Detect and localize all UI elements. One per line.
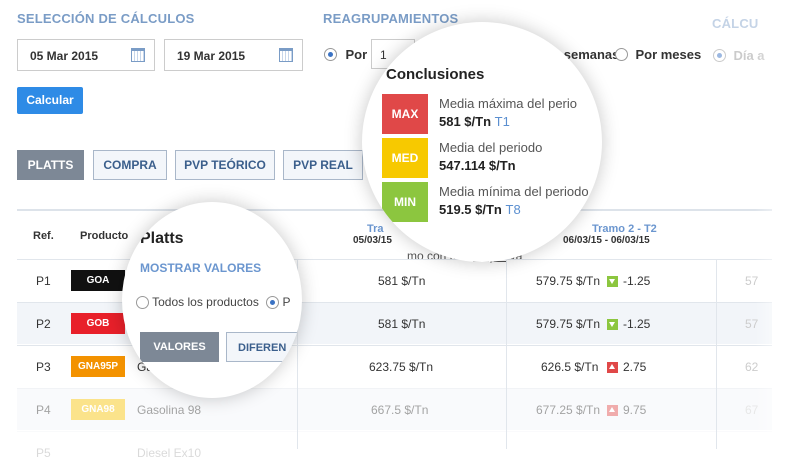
option-all-products[interactable]: Todos los productos P [136, 295, 291, 310]
delta: -1.25 [607, 274, 650, 288]
delta-value: -1.25 [623, 274, 651, 288]
delta: 2.75 [607, 360, 646, 374]
product-badge: GOB [71, 313, 125, 334]
delta: 9.75 [607, 403, 646, 417]
table-row[interactable]: P5 Diesel Ex10 [17, 431, 772, 473]
option-all-label: Todos los productos [152, 295, 259, 309]
calc-section-title: SELECCIÓN DE CÁLCULOS [17, 11, 195, 26]
arrow-down-icon [607, 276, 618, 288]
med-badge: MED [382, 138, 428, 178]
product-name: Diesel Ex10 [137, 446, 202, 460]
product-name: Gasolina 98 [137, 403, 202, 417]
arrow-up-icon [607, 362, 618, 374]
column-divider [506, 259, 507, 449]
tramo1-title[interactable]: Tra [367, 223, 384, 235]
regroup-months-option[interactable]: Por meses [615, 46, 701, 64]
tramo2-value: 579.75 $/Tn [536, 317, 601, 331]
row-ref: P4 [36, 403, 51, 417]
col-ref: Ref. [33, 230, 54, 242]
tab-compra[interactable]: COMPRA [93, 150, 167, 180]
tramo2-value: 579.75 $/Tn [536, 274, 601, 288]
tramo2-value: 626.5 $/Tn [541, 360, 599, 374]
tramo2-value: 677.25 $/Tn [536, 403, 601, 417]
arrow-down-icon [607, 319, 618, 331]
tab-pvp-teorico[interactable]: PVP TEÓRICO [175, 150, 275, 180]
tramo1-value: 581 $/Tn [378, 317, 426, 331]
max-value-text: 581 $/Tn [439, 114, 492, 129]
date-to-input[interactable]: 19 Mar 2015 [164, 39, 303, 71]
min-tramo-link[interactable]: T8 [505, 202, 521, 217]
platts-lens: Platts MOSTRAR VALORES Todos los product… [122, 202, 302, 398]
edge-fade [755, 0, 795, 465]
table-row[interactable]: P2 GOB 581 $/Tn 579.75 $/Tn -1.25 57 [17, 302, 772, 344]
conclusions-title: Conclusiones [386, 66, 485, 83]
min-value-text: 519.5 $/Tn [439, 202, 502, 217]
row-ref: P3 [36, 360, 51, 374]
delta-value: 2.75 [623, 360, 647, 374]
table-row[interactable]: P3 GNA95P Ga 623.75 $/Tn 626.5 $/Tn 2.75… [17, 345, 772, 387]
option-p-label: P [282, 295, 291, 309]
tab-platts[interactable]: PLATTS [17, 150, 84, 180]
tramo1-value: 581 $/Tn [378, 274, 426, 288]
regroup-section-title: REAGRUPAMIENTOS [323, 11, 459, 26]
valores-button[interactable]: VALORES [140, 332, 219, 362]
table-row[interactable]: P1 GOA 581 $/Tn 579.75 $/Tn -1.25 57 [17, 259, 772, 301]
row-ref: P2 [36, 317, 51, 331]
min-value: 519.5 $/Tn T8 [439, 202, 521, 217]
calc2-section-title: CÁLCU [712, 16, 759, 31]
calcular-button[interactable]: Calcular [17, 87, 83, 114]
show-values-title: MOSTRAR VALORES [140, 261, 262, 275]
tab-pvp-real[interactable]: PVP REAL [283, 150, 363, 180]
tramo2-title[interactable]: Tramo 2 - T2 [592, 223, 657, 235]
radio-months[interactable] [615, 48, 628, 62]
product-badge: GNA98 [71, 399, 125, 420]
radio-por-label: Por [345, 47, 368, 63]
min-label: Media mínima del periodo [439, 184, 589, 199]
delta-value: 9.75 [623, 403, 647, 417]
tramo1-value: 667.5 $/Tn [371, 403, 429, 417]
table-row[interactable]: P4 GNA98 Gasolina 98 667.5 $/Tn 677.25 $… [17, 388, 772, 430]
calendar-icon[interactable] [279, 48, 293, 62]
arrow-up-icon [607, 405, 618, 417]
tramo1-value: 623.75 $/Tn [369, 360, 434, 374]
max-value: 581 $/Tn T1 [439, 114, 510, 129]
tramo1-dates: 05/03/15 [353, 235, 392, 246]
radio-por[interactable] [324, 48, 337, 62]
col-product: Producto [80, 230, 129, 242]
date-from-value: 05 Mar 2015 [30, 49, 99, 63]
calendar-icon[interactable] [131, 48, 145, 62]
conclusions-lens: Conclusiones MAX Media máxima del perio … [362, 22, 602, 262]
delta-value: -1.25 [623, 317, 651, 331]
max-tramo-link[interactable]: T1 [494, 114, 510, 129]
diferencias-button[interactable]: DIFEREN [226, 332, 302, 362]
platts-title: Platts [140, 230, 184, 247]
column-divider [716, 259, 717, 449]
delta: -1.25 [607, 317, 650, 331]
product-badge: GOA [71, 270, 125, 291]
product-badge: GNA95P [71, 356, 125, 377]
tramo2-dates: 06/03/15 - 06/03/15 [563, 235, 650, 246]
row-ref: P5 [36, 446, 51, 460]
date-from-input[interactable]: 05 Mar 2015 [17, 39, 155, 71]
min-badge: MIN [382, 182, 428, 222]
date-to-value: 19 Mar 2015 [177, 49, 246, 63]
radio-months-label: Por meses [635, 47, 702, 63]
med-label: Media del periodo [439, 140, 543, 155]
radio-dia[interactable] [713, 49, 726, 63]
max-badge: MAX [382, 94, 428, 134]
row-ref: P1 [36, 274, 51, 288]
radio-all-products[interactable] [136, 296, 149, 310]
med-value: 547.114 $/Tn [439, 158, 516, 173]
radio-p[interactable] [266, 296, 280, 310]
max-label: Media máxima del perio [439, 96, 578, 111]
regroup-por-option[interactable]: Por [324, 46, 367, 64]
